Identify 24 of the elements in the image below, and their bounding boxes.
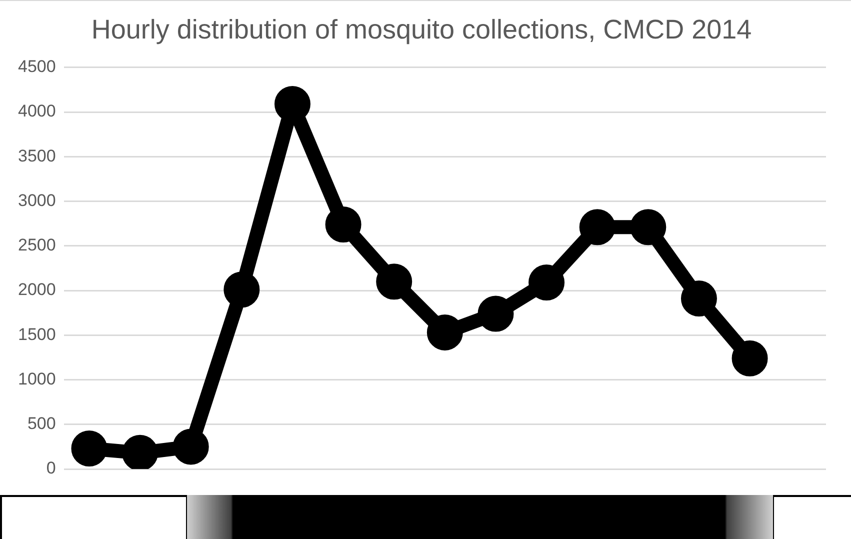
point (376, 264, 412, 300)
y-tick-label: 2500 (18, 236, 56, 255)
point (478, 296, 514, 332)
chart-title: Hourly distribution of mosquito collections, CMCD 2014 (91, 14, 752, 45)
point (122, 434, 158, 469)
point (732, 340, 768, 376)
y-tick-label: 2000 (18, 280, 56, 300)
y-tick-label: 4500 (18, 57, 56, 76)
point (426, 314, 463, 350)
y-tick-label: 1500 (18, 324, 56, 344)
y-tick-label: 500 (27, 414, 56, 434)
point (630, 209, 666, 246)
y-tick-label: 3500 (18, 146, 56, 166)
y-tick-label: 4000 (18, 102, 56, 121)
point (172, 428, 209, 465)
point (325, 206, 362, 242)
y-tick-label: 3000 (18, 190, 56, 210)
y-tick-label: 1000 (18, 369, 56, 388)
point (528, 264, 565, 300)
point (224, 272, 260, 308)
point (71, 430, 108, 466)
point (579, 209, 616, 246)
point (680, 280, 717, 317)
y-tick-label: 0 (46, 458, 56, 478)
